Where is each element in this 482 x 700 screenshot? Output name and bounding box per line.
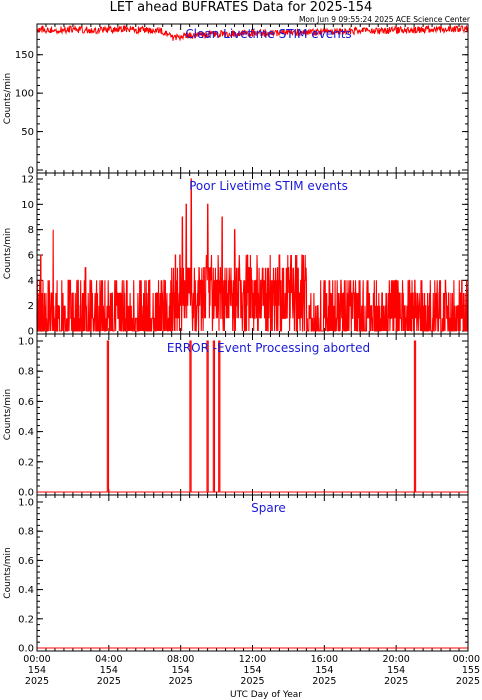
x-axis-ticks: 00:00154202504:00154202508:00154202512:0… [23, 654, 480, 687]
panel-2: 0 2 4 6 8 10 12 Poor Livetime STIM events Counts… [3, 172, 469, 338]
y-tick-label: 0.6 [18, 397, 34, 408]
x-tick-time: 08:00 [167, 654, 194, 665]
x-tick-doy: 154 [100, 665, 118, 676]
x-tick-time: 00:00 [453, 654, 480, 665]
panel-title: Clean Livetime STIM events [185, 27, 351, 41]
y-tick-label: 0.8 [18, 527, 34, 538]
panel-4: 0.0 0.2 0.4 0.6 0.8 1.0 Spare Counts/min [3, 494, 469, 655]
x-tick-year: 2025 [97, 676, 121, 687]
x-tick-doy: 154 [315, 665, 333, 676]
y-tick-label: 0.6 [18, 556, 34, 567]
y-tick-label: 1.0 [18, 337, 34, 348]
y-tick-label: 10 [21, 200, 34, 211]
y-tick-label: 1.0 [18, 498, 34, 509]
y-tick-label: 150 [15, 50, 34, 61]
y-tick-label: 0.0 [18, 488, 34, 499]
panel-1: 0 50 100 150 Clean Livetime STIM events Count… [3, 23, 469, 177]
x-tick-time: 16:00 [311, 654, 338, 665]
panel-title: Poor Livetime STIM events [189, 179, 348, 193]
x-tick-year: 2025 [312, 676, 336, 687]
y-tick-label: 0.4 [18, 427, 34, 438]
y-tick-label: 0.0 [18, 644, 34, 655]
y-axis-label: Counts/min [3, 389, 13, 440]
panel-frame [36, 23, 469, 174]
y-tick-label: 6 [28, 251, 34, 262]
y-tick-label: 0.8 [18, 367, 34, 378]
y-axis-label: Counts/min [3, 73, 13, 124]
x-tick-doy: 154 [387, 665, 405, 676]
figure-title: LET ahead BUFRATES Data for 2025-154 [110, 0, 373, 15]
x-tick-year: 2025 [384, 676, 408, 687]
panel-title: ERROR -Event Processing aborted [167, 341, 370, 355]
series-line [37, 340, 468, 493]
y-tick-label: 0.2 [18, 614, 34, 625]
y-axis-label: Counts/min [3, 547, 13, 598]
panel-frame [36, 494, 469, 652]
y-tick-label: 4 [28, 276, 34, 287]
panel-3: 0.0 0.2 0.4 0.6 0.8 1.0 ERROR -Event Processin… [3, 333, 469, 499]
y-tick-label: 0 [28, 166, 34, 177]
y-tick-label: 0 [28, 327, 34, 338]
x-tick-doy: 154 [243, 665, 261, 676]
x-tick-doy: 154 [28, 665, 46, 676]
series-line [36, 178, 469, 332]
panel-title: Spare [251, 501, 286, 515]
x-tick-doy: 154 [172, 665, 190, 676]
y-tick-label: 2 [28, 301, 34, 312]
x-tick-time: 00:00 [23, 654, 50, 665]
y-axis-label: Counts/min [3, 228, 13, 279]
x-tick-time: 20:00 [382, 654, 409, 665]
x-tick-time: 04:00 [95, 654, 122, 665]
y-tick-label: 50 [21, 127, 34, 138]
x-tick-year: 2025 [456, 676, 480, 687]
x-tick-doy: 155 [462, 665, 480, 676]
x-tick-year: 2025 [25, 676, 49, 687]
x-tick-year: 2025 [240, 676, 264, 687]
x-tick-year: 2025 [169, 676, 193, 687]
x-axis-label: UTC Day of Year [230, 690, 302, 700]
y-tick-label: 8 [28, 225, 34, 236]
series-line [36, 24, 469, 42]
timestamp: Mon Jun 9 09:55:24 2025 ACE Science Cent… [299, 15, 471, 24]
x-tick-time: 12:00 [239, 654, 266, 665]
panel-frame [36, 333, 469, 496]
y-tick-label: 12 [21, 175, 34, 186]
y-tick-label: 0.2 [18, 457, 34, 468]
y-tick-label: 0.4 [18, 585, 34, 596]
y-tick-label: 100 [15, 89, 34, 100]
